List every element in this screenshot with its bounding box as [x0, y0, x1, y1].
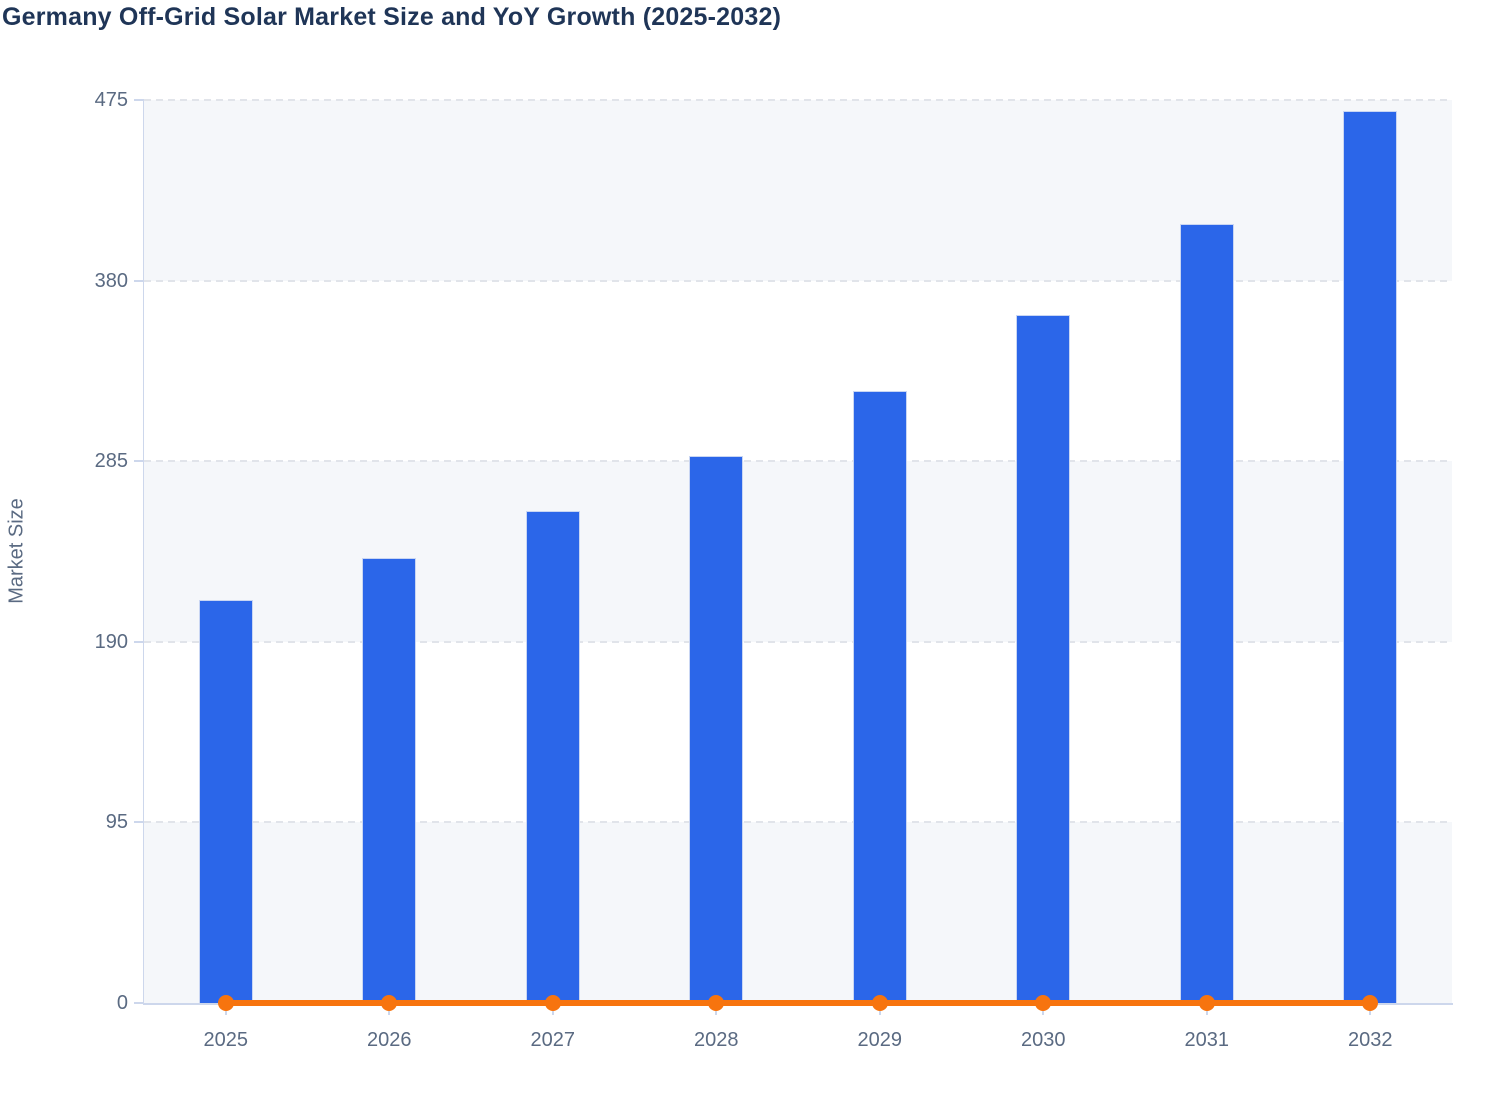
bar-2030: [1016, 314, 1071, 1003]
yoy-growth-marker-2030: [1035, 995, 1052, 1011]
x-axis-label-2025: 2025: [203, 1029, 249, 1051]
y-axis-tick-label: 475: [94, 89, 128, 111]
y-axis-tick: [134, 1002, 144, 1004]
yoy-growth-marker-2026: [381, 995, 398, 1011]
y-axis-tick: [134, 640, 144, 643]
yoy-growth-marker-2029: [871, 995, 888, 1011]
gridline: [144, 460, 1452, 463]
bar-2029: [852, 390, 907, 1003]
y-axis-tick-label: 380: [94, 269, 128, 292]
gridline: [144, 640, 1452, 643]
y-axis-tick-label: 0: [116, 992, 128, 1014]
yoy-growth-marker-2027: [544, 995, 561, 1011]
y-axis-tick: [134, 821, 144, 824]
chart-title: Germany Off-Grid Solar Market Size and Y…: [2, 3, 782, 31]
gridline: [144, 99, 1452, 101]
x-axis-label-2027: 2027: [530, 1029, 576, 1051]
x-axis-label-2032: 2032: [1348, 1029, 1393, 1051]
yoy-growth-marker-2031: [1198, 995, 1215, 1011]
yoy-growth-line: [225, 1000, 1371, 1006]
y-axis-tick: [134, 460, 144, 463]
bar-2028: [689, 455, 744, 1003]
y-axis-tick: [134, 279, 144, 282]
y-axis-title: Market Size: [5, 498, 28, 604]
bar-2025: [198, 599, 253, 1003]
plot-band: [144, 280, 1452, 462]
gridline: [144, 821, 1452, 824]
y-axis-tick: [134, 99, 144, 101]
plot-area: 0 95 190 285 380 475 2025 2026 2027 2028 2029 2030 2…: [95, 89, 1452, 1051]
plot-band: [144, 822, 1452, 1003]
yoy-growth-marker-2028: [708, 995, 725, 1011]
yoy-growth-marker-2025: [217, 995, 234, 1011]
plot-band: [144, 641, 1452, 823]
x-axis-label-2028: 2028: [694, 1029, 739, 1051]
plot-band: [144, 100, 1452, 281]
yoy-growth-marker-2032: [1362, 995, 1379, 1011]
gridline: [144, 279, 1452, 282]
x-axis-label-2029: 2029: [857, 1029, 903, 1051]
y-axis-tick-label: 190: [94, 630, 128, 653]
bar-2032: [1343, 111, 1398, 1003]
plot-band: [144, 461, 1452, 642]
y-axis-tick-label: 95: [105, 811, 128, 834]
bar-2027: [525, 510, 580, 1003]
x-axis-label-2030: 2030: [1021, 1029, 1066, 1051]
x-axis-label-2026: 2026: [367, 1029, 412, 1051]
bar-2031: [1179, 223, 1234, 1003]
y-axis-tick-label: 285: [94, 450, 128, 473]
x-axis-label-2031: 2031: [1184, 1029, 1230, 1051]
bar-2026: [362, 558, 417, 1003]
